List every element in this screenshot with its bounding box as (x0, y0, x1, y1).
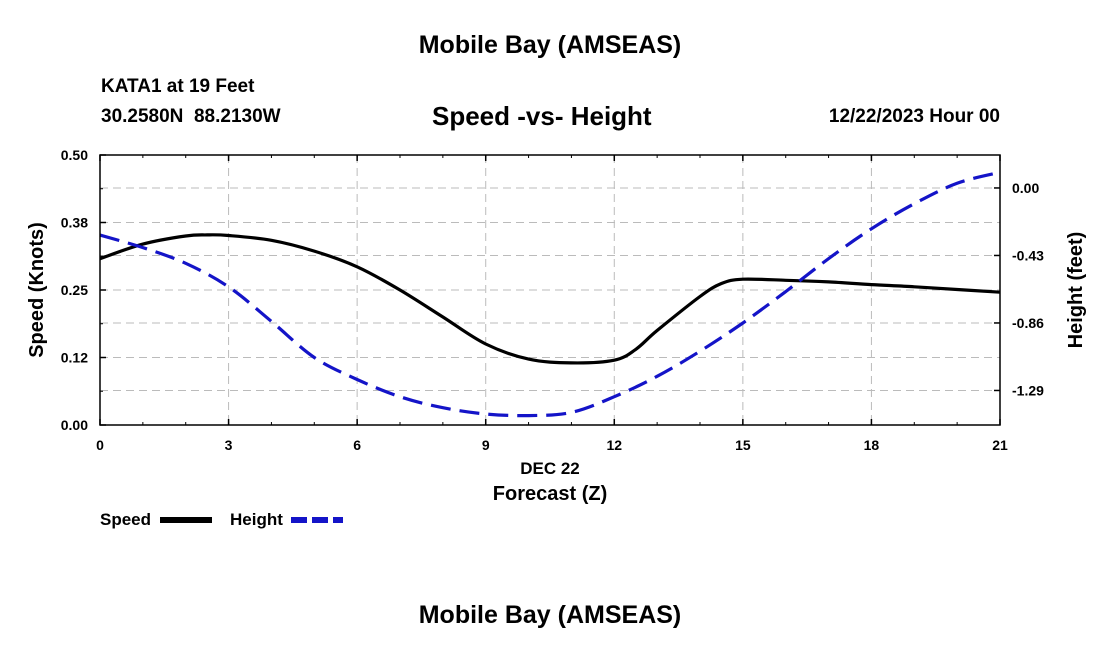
speed-series-line (99, 233, 1001, 365)
chart-title: Speed -vs- Height (432, 101, 652, 131)
forecast-datetime: 12/22/2023 Hour 00 (828, 106, 1000, 127)
y-axis-label: Speed (Knots) (26, 222, 48, 358)
x-tick-label-18: 18 (864, 437, 880, 453)
y-tick-label-2: 0.25 (61, 282, 88, 298)
page-title: Mobile Bay (AMSEAS) (418, 31, 682, 59)
x-tick-label-6: 6 (353, 437, 361, 453)
grid-lines (100, 155, 1000, 425)
y2-axis-label: Height (feet) (1065, 232, 1087, 349)
x-tick-label-21: 21 (992, 437, 1008, 453)
legend-height-label: Height (230, 510, 283, 529)
y-tick-label-0: 0.00 (61, 417, 88, 433)
y-tick-label-1: 0.12 (61, 350, 88, 366)
y-tick-label-4: 0.50 (61, 147, 88, 163)
x-tick-label-0: 0 (96, 437, 104, 453)
legend: Speed Height (100, 510, 343, 529)
x-tick-label-12: 12 (606, 437, 622, 453)
legend-speed-label: Speed (100, 510, 151, 529)
x-axis-label: Forecast (Z) (493, 483, 607, 505)
station-label: KATA1 at 19 Feet (101, 76, 255, 97)
x-axis-date-label: DEC 22 (520, 459, 580, 478)
y2-tick-label-2: -0.86 (1012, 315, 1044, 331)
footer-title: Mobile Bay (AMSEAS) (418, 601, 682, 629)
y-tick-label-3: 0.38 (61, 215, 88, 231)
y2-tick-label-1: -0.43 (1012, 247, 1044, 263)
x-tick-label-9: 9 (482, 437, 490, 453)
x-tick-label-3: 3 (225, 437, 233, 453)
x-tick-label-15: 15 (735, 437, 751, 453)
height-series-line (99, 170, 1001, 418)
tick-labels: 0 3 6 9 12 15 18 21 0.00 0.12 0.25 0.38 0.50 0.00 -0.4… (61, 147, 1044, 453)
series-layer (99, 170, 1001, 418)
y2-tick-label-3: -1.29 (1012, 382, 1044, 398)
y2-tick-label-0: 0.00 (1012, 180, 1039, 196)
station-coordinates: 30.2580N 88.2130W (101, 106, 281, 127)
axis-ticks (99, 154, 1001, 426)
